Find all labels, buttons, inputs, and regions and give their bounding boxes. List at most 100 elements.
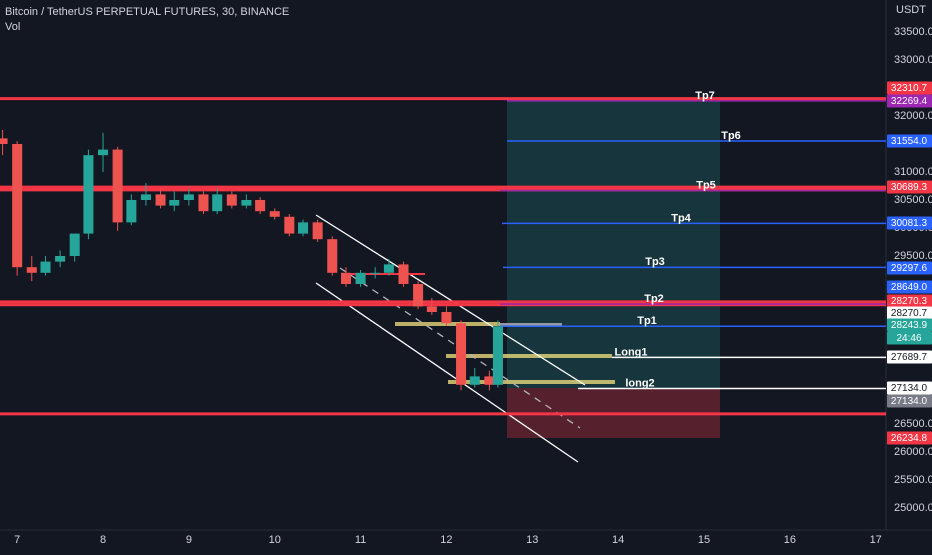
candle-body bbox=[140, 194, 151, 200]
candle-body bbox=[241, 199, 252, 206]
y-tick-label: 29500.0 bbox=[894, 250, 932, 262]
x-tick-label: 15 bbox=[698, 534, 710, 546]
channel-upper bbox=[315, 214, 586, 386]
price-tag-label: 24:46 bbox=[896, 333, 921, 344]
candle-body bbox=[126, 199, 137, 223]
target-label: Tp2 bbox=[644, 293, 664, 305]
candle-body bbox=[69, 233, 80, 256]
candle-body bbox=[255, 199, 266, 212]
candle-body bbox=[456, 323, 467, 385]
channel-lower bbox=[315, 282, 579, 463]
price-tag bbox=[887, 180, 932, 194]
x-tick-label: 17 bbox=[870, 534, 882, 546]
y-tick-label: 26500.0 bbox=[894, 418, 932, 430]
candle-body bbox=[492, 326, 503, 385]
target-label: long2 bbox=[625, 377, 654, 389]
y-tick-label: 33500.0 bbox=[894, 26, 932, 38]
price-tag bbox=[887, 280, 932, 294]
x-tick-label: 10 bbox=[269, 534, 281, 546]
price-tag bbox=[887, 331, 932, 345]
profit-zone bbox=[507, 98, 720, 388]
target-label: Tp6 bbox=[721, 130, 741, 142]
price-tag-label: 28243.9 bbox=[891, 320, 928, 331]
candle-body bbox=[169, 199, 180, 206]
candle-body bbox=[55, 255, 66, 262]
price-tag-label: 28270.3 bbox=[891, 296, 928, 307]
price-tag-label: 32310.7 bbox=[891, 83, 928, 94]
x-tick-label: 7 bbox=[14, 534, 20, 546]
x-tick-label: 16 bbox=[784, 534, 796, 546]
candle-body bbox=[441, 311, 452, 324]
candle-body bbox=[269, 211, 280, 217]
price-tag bbox=[887, 261, 932, 275]
price-tag bbox=[887, 431, 932, 445]
candle-body bbox=[327, 239, 338, 273]
price-tag-label: 28270.7 bbox=[891, 308, 928, 319]
entry-zone bbox=[395, 322, 500, 326]
x-tick-label: 13 bbox=[526, 534, 538, 546]
target-label: Tp3 bbox=[645, 256, 665, 268]
candle-body bbox=[0, 138, 8, 144]
candle-body bbox=[370, 272, 381, 274]
long2-zone bbox=[448, 380, 615, 384]
candle-body bbox=[383, 264, 394, 273]
candle-body bbox=[155, 194, 166, 206]
price-tag bbox=[887, 318, 932, 332]
price-tag-label: 27134.0 bbox=[891, 383, 928, 394]
price-tag bbox=[887, 294, 932, 308]
price-tag-label: 30689.3 bbox=[891, 182, 928, 193]
candle-body bbox=[198, 194, 209, 212]
candle-body bbox=[312, 222, 323, 240]
target-label: Tp4 bbox=[671, 212, 691, 224]
candle-body bbox=[26, 267, 37, 273]
candle-body bbox=[355, 272, 366, 284]
candle-body bbox=[298, 222, 309, 234]
price-tag bbox=[887, 81, 932, 95]
y-tick-label: 25000.0 bbox=[894, 502, 932, 514]
x-tick-label: 8 bbox=[100, 534, 106, 546]
y-tick-label: 30500.0 bbox=[894, 194, 932, 206]
candle-body bbox=[40, 261, 51, 273]
candle-body bbox=[83, 155, 94, 234]
price-tag-label: 27689.7 bbox=[891, 352, 928, 363]
target-label: Tp5 bbox=[696, 179, 716, 191]
price-tag-label: 32269.4 bbox=[891, 96, 928, 107]
candle-body bbox=[112, 149, 123, 223]
price-tag bbox=[887, 134, 932, 148]
candle-body bbox=[469, 376, 480, 385]
y-tick-label: 32000.0 bbox=[894, 110, 932, 122]
price-tag-label: 28649.0 bbox=[891, 282, 928, 293]
price-tag bbox=[887, 394, 932, 408]
y-tick-label: 25500.0 bbox=[894, 474, 932, 486]
x-tick-label: 9 bbox=[186, 534, 192, 546]
candle-body bbox=[226, 194, 237, 206]
long1-zone bbox=[446, 354, 612, 358]
y-tick-label: 26000.0 bbox=[894, 446, 932, 458]
y-tick-label: 33000.0 bbox=[894, 54, 932, 66]
chart-title: Bitcoin / TetherUS PERPETUAL FUTURES, 30… bbox=[5, 6, 289, 18]
price-tag-label: 27134.0 bbox=[891, 396, 928, 407]
price-tag bbox=[887, 306, 932, 320]
target-label: Long1 bbox=[615, 346, 648, 358]
candle-body bbox=[212, 194, 223, 212]
price-tag-label: 29297.6 bbox=[891, 263, 928, 274]
candle-body bbox=[183, 194, 194, 200]
x-tick-label: 14 bbox=[612, 534, 624, 546]
subtitle: Vol bbox=[5, 21, 20, 33]
candle-body bbox=[340, 272, 351, 284]
x-tick-label: 12 bbox=[440, 534, 452, 546]
price-tag bbox=[887, 350, 932, 364]
price-tag-label: 31554.0 bbox=[891, 136, 928, 147]
candle-body bbox=[398, 264, 409, 284]
candle-body bbox=[426, 306, 437, 312]
price-tag bbox=[887, 216, 932, 230]
candle-body bbox=[12, 143, 23, 268]
price-tag bbox=[887, 94, 932, 108]
entry-zone bbox=[500, 323, 562, 326]
candle-body bbox=[98, 149, 109, 156]
y-tick-label: 31000.0 bbox=[894, 166, 932, 178]
x-tick-label: 11 bbox=[355, 534, 366, 546]
target-label: Tp1 bbox=[637, 315, 657, 327]
candle-body bbox=[484, 376, 495, 385]
